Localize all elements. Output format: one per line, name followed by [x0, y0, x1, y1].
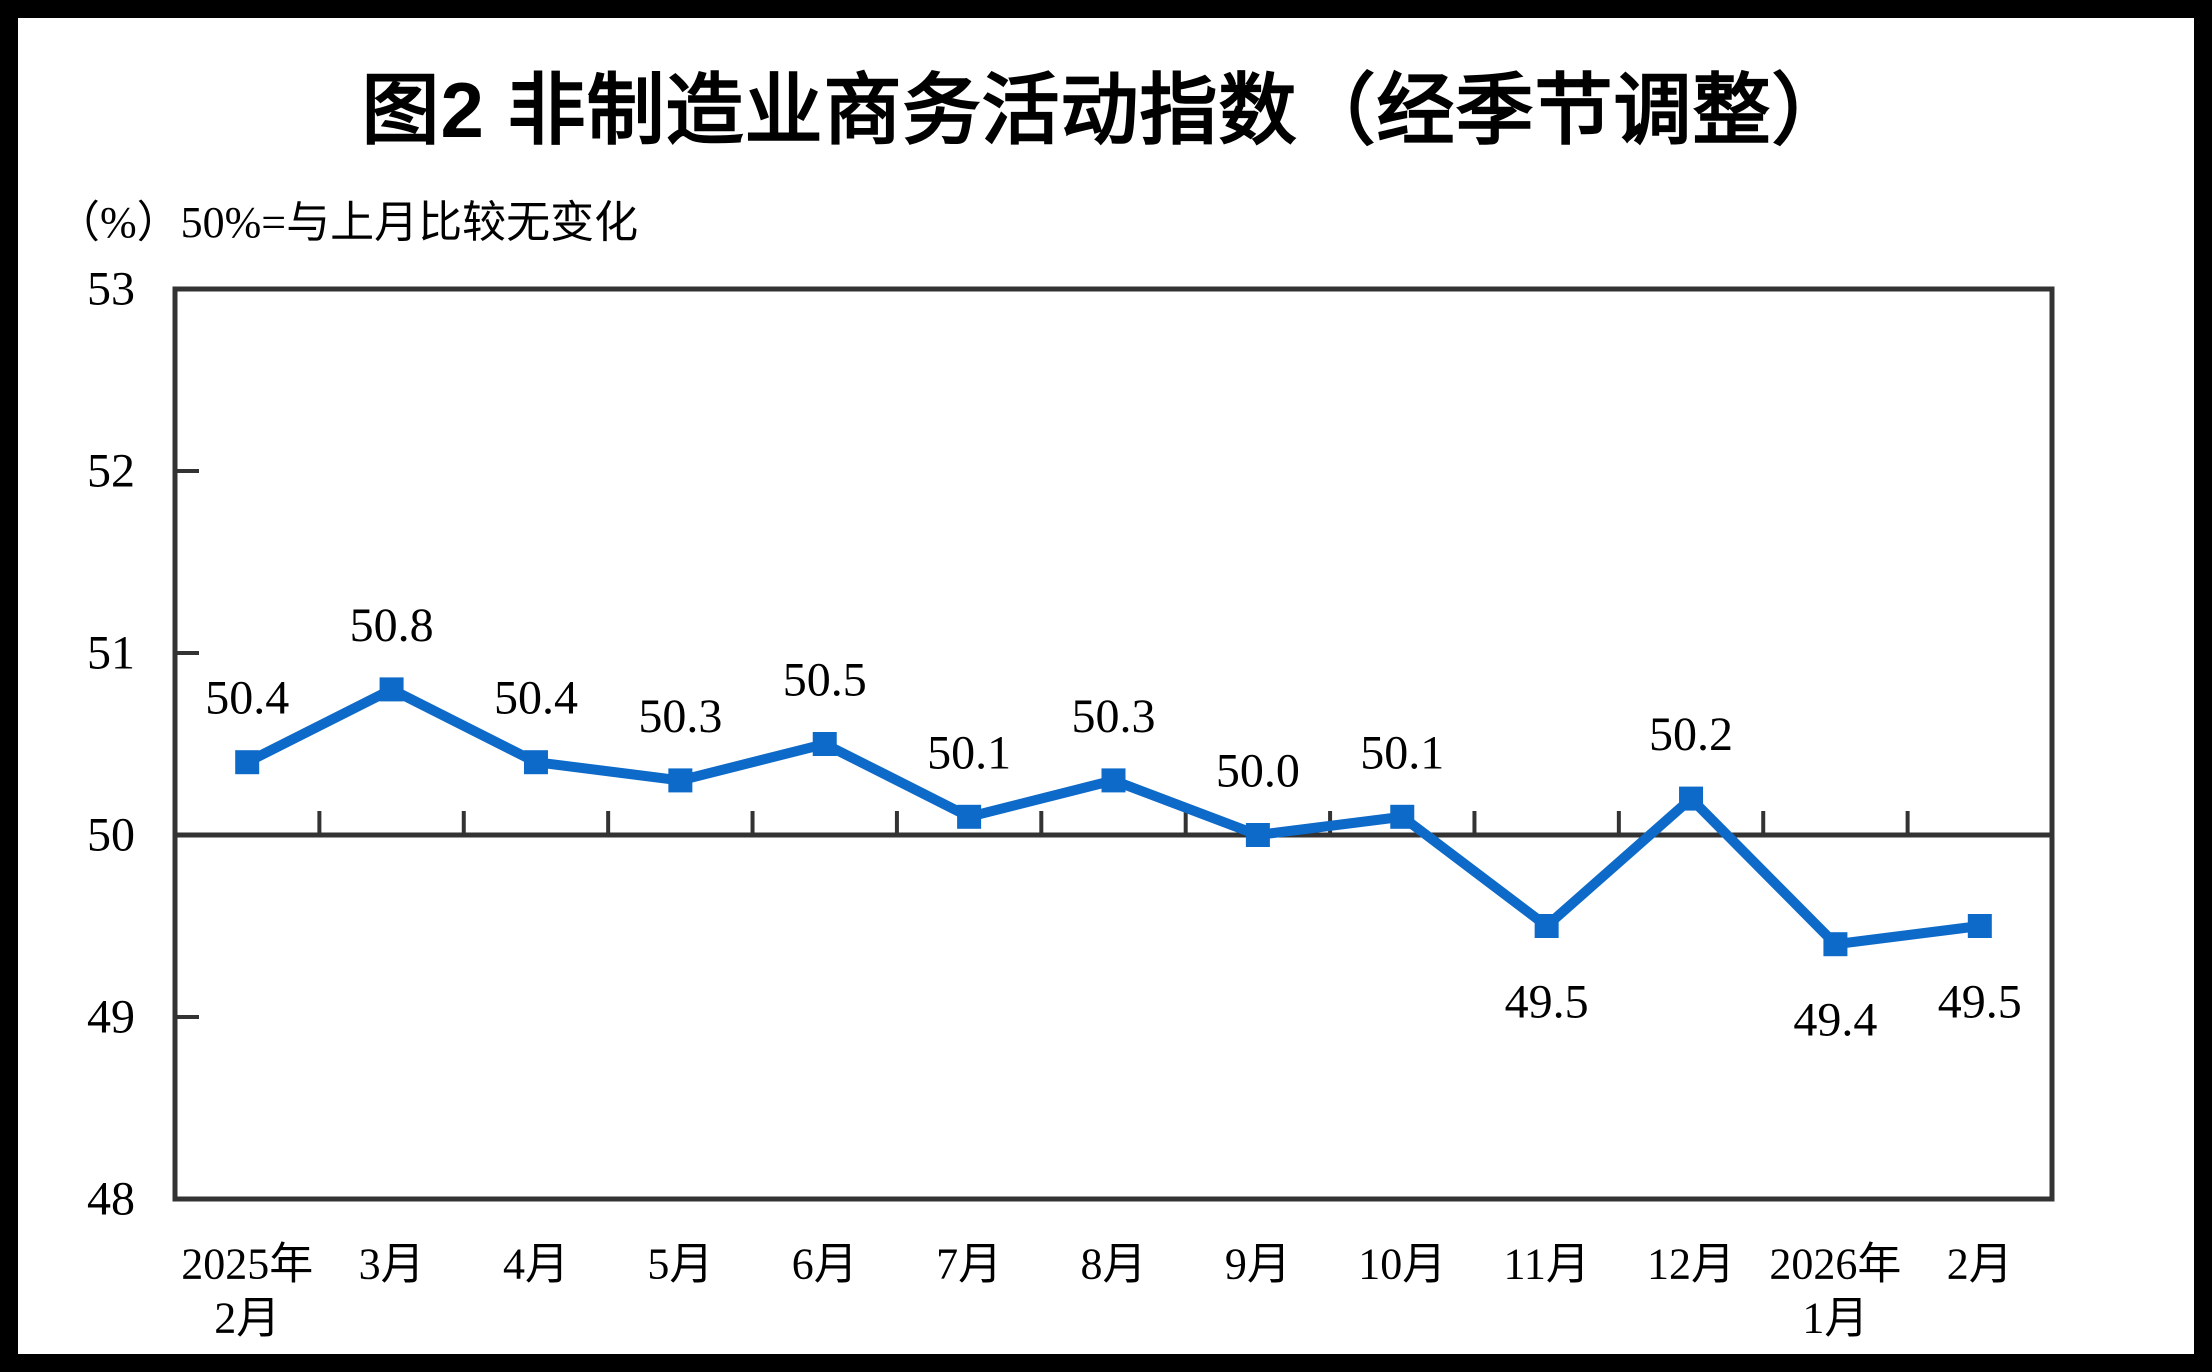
data-point-label: 50.1: [927, 726, 1011, 779]
data-point-label: 50.1: [1360, 726, 1444, 779]
data-point-marker: [379, 677, 404, 702]
data-point-label: 50.3: [1072, 690, 1156, 743]
x-axis-label: 2月: [214, 1294, 280, 1343]
data-point-marker: [235, 750, 260, 775]
plot-border: [172, 286, 2055, 1202]
x-axis-label: 3月: [359, 1240, 425, 1289]
x-axis-label: 10月: [1358, 1240, 1446, 1289]
x-axis-label: 11月: [1503, 1240, 1589, 1289]
y-axis-label: 48: [87, 1173, 135, 1226]
x-axis-label: 2月: [1947, 1240, 2013, 1289]
data-point-label: 50.5: [783, 654, 867, 707]
x-axis-label: 8月: [1081, 1240, 1147, 1289]
data-point-marker: [812, 732, 837, 756]
axis-unit-note: （%）50%=与上月比较无变化: [56, 198, 639, 247]
x-axis-label: 2026年: [1769, 1240, 1901, 1289]
y-axis-label: 53: [87, 263, 135, 316]
x-axis-label: 1月: [1802, 1294, 1868, 1343]
y-axis-label: 50: [87, 809, 135, 862]
data-point-marker: [1534, 914, 1559, 938]
data-point-label: 50.4: [494, 672, 578, 725]
x-axis-label: 2025年: [181, 1240, 313, 1289]
data-point-marker: [1679, 786, 1704, 811]
data-point-label: 50.4: [205, 672, 289, 725]
data-point-label: 50.2: [1649, 708, 1733, 761]
data-point-label: 50.8: [350, 599, 434, 652]
y-axis-label: 52: [87, 445, 135, 498]
x-axis-label: 6月: [792, 1240, 858, 1289]
chart-title: 图2 非制造业商务活动指数（经季节调整）: [361, 66, 1851, 154]
data-point-label: 49.5: [1938, 976, 2022, 1029]
y-axis-label: 51: [87, 627, 135, 680]
x-axis-label: 12月: [1647, 1240, 1735, 1289]
data-point-marker: [1101, 768, 1126, 793]
data-point-marker: [1823, 932, 1848, 957]
data-point-label: 49.4: [1793, 994, 1877, 1047]
x-axis-label: 9月: [1225, 1240, 1291, 1289]
data-point-label: 50.0: [1216, 745, 1300, 798]
y-axis-label: 49: [87, 991, 135, 1044]
data-point-marker: [668, 768, 693, 793]
data-point-marker: [523, 750, 548, 775]
x-axis-label: 7月: [936, 1240, 1002, 1289]
data-point-marker: [1967, 914, 1992, 938]
data-point-label: 49.5: [1505, 976, 1589, 1029]
x-axis-label: 4月: [503, 1240, 569, 1289]
data-point-marker: [957, 804, 982, 829]
x-axis-label: 5月: [647, 1240, 713, 1289]
data-point-marker: [1390, 804, 1415, 829]
data-point-label: 50.3: [638, 690, 722, 743]
data-point-marker: [1245, 823, 1270, 847]
